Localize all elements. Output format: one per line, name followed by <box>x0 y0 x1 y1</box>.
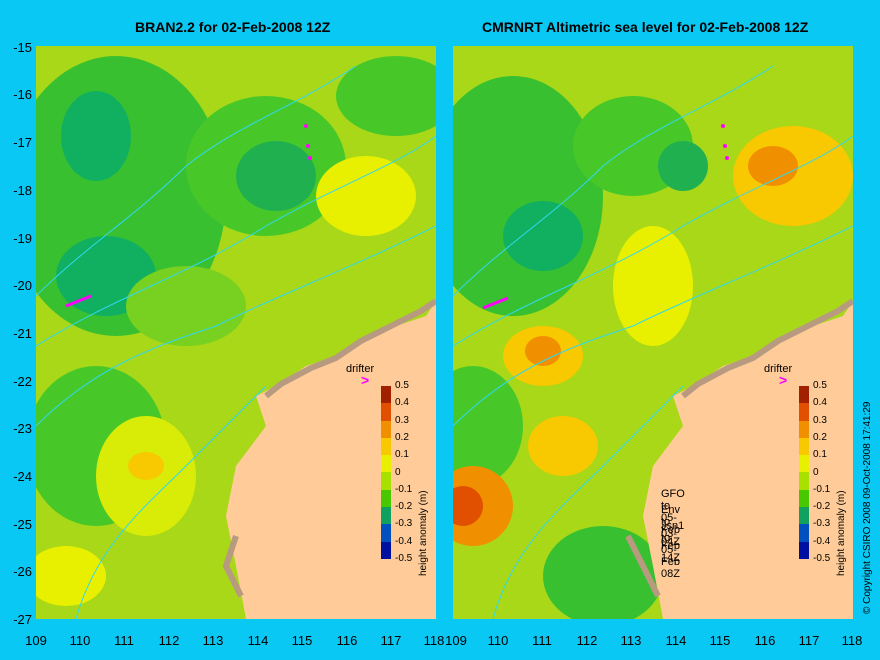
colorbar-tick-label: -0.1 <box>813 483 831 495</box>
pass-jsn1: Jsn1 to 05-Feb 08Z <box>661 520 685 580</box>
x-tick-label: 114 <box>247 633 269 648</box>
colorbar-segment <box>799 420 809 438</box>
colorbar-tick-label: -0.5 <box>813 553 831 564</box>
colorbar-segment <box>799 507 809 525</box>
colorbar-tick-label: 0 <box>813 466 819 478</box>
colorbar-tick-label: -0.2 <box>395 501 413 513</box>
colorbar-right <box>799 386 809 559</box>
x-tick-label: 109 <box>25 633 47 648</box>
x-tick-label: 115 <box>291 633 313 648</box>
colorbar-tick-label: -0.5 <box>395 553 413 564</box>
x-tick-label: 118 <box>423 633 445 648</box>
colorbar-right-label: height anomaly (m) <box>836 490 847 576</box>
colorbar-tick-label: 0.5 <box>813 380 827 391</box>
colorbar-segment <box>799 437 809 456</box>
colorbar-tick-label: 0.5 <box>395 380 409 391</box>
altimetry-map-panel[interactable] <box>453 46 853 619</box>
colorbar-segment <box>381 541 391 559</box>
colorbar-tick-label: -0.4 <box>395 535 413 547</box>
colorbar-segment <box>381 386 391 404</box>
colorbar-segment <box>381 437 391 456</box>
x-tick-label: 116 <box>754 633 776 648</box>
pass-env: Env to 03-Feb 14Z <box>661 504 680 564</box>
drifter-arrow-icon: > <box>779 372 788 388</box>
y-tick-label: -21 <box>13 326 32 341</box>
x-tick-label: 117 <box>380 633 402 648</box>
y-tick-label: -26 <box>13 564 32 579</box>
colorbar-tick-label: 0 <box>395 466 401 478</box>
x-tick-label: 113 <box>202 633 224 648</box>
y-tick-label: -15 <box>13 40 32 55</box>
bran-map-panel[interactable] <box>36 46 436 619</box>
colorbar-segment <box>381 455 391 473</box>
colorbar-segment <box>799 403 809 421</box>
colorbar-segment <box>381 420 391 438</box>
colorbar-tick-label: -0.3 <box>813 518 831 530</box>
y-tick-label: -24 <box>13 469 32 484</box>
y-tick-label: -25 <box>13 517 32 532</box>
y-tick-label: -27 <box>13 612 32 627</box>
colorbar-tick-label: -0.1 <box>395 483 413 495</box>
x-tick-label: 116 <box>336 633 358 648</box>
copyright-note: © Copyright CSIRO 2008 09-Oct-2008 17:41… <box>862 401 873 615</box>
x-tick-label: 110 <box>487 633 509 648</box>
colorbar-segment <box>799 524 809 542</box>
drifter-arrow-icon: > <box>361 372 370 388</box>
colorbar-segment <box>799 455 809 473</box>
colorbar-segment <box>799 386 809 404</box>
x-tick-label: 111 <box>114 633 134 648</box>
x-tick-label: 112 <box>576 633 598 648</box>
colorbar-left-label: height anomaly (m) <box>418 490 429 576</box>
colorbar-tick-label: -0.2 <box>813 501 831 513</box>
pass-gfo: GFO to 05-Feb 04Z <box>661 488 685 548</box>
x-tick-label: 114 <box>665 633 687 648</box>
x-tick-label: 117 <box>798 633 820 648</box>
colorbar-tick-label: 0.2 <box>395 431 409 443</box>
colorbar-tick-label: 0.4 <box>813 397 827 409</box>
x-tick-label: 112 <box>158 633 180 648</box>
left-map-title: BRAN2.2 for 02-Feb-2008 12Z <box>135 19 331 35</box>
colorbar-tick-label: 0.1 <box>813 449 827 461</box>
y-tick-label: -16 <box>13 87 32 102</box>
y-tick-label: -22 <box>13 374 32 389</box>
x-tick-label: 111 <box>532 633 552 648</box>
drifter-label-right: drifter <box>764 363 793 375</box>
colorbar-tick-label: 0.1 <box>395 449 409 461</box>
right-map-title: CMRNRT Altimetric sea level for 02-Feb-2… <box>482 19 809 35</box>
colorbar-tick-label: 0.3 <box>813 414 827 426</box>
colorbar-tick-label: -0.3 <box>395 518 413 530</box>
bran-map-field <box>36 46 436 619</box>
y-tick-label: -20 <box>13 278 32 293</box>
x-tick-label: 118 <box>841 633 863 648</box>
x-tick-label: 109 <box>445 633 467 648</box>
drifter-label-left: drifter <box>346 363 375 375</box>
colorbar-segment <box>799 489 809 508</box>
colorbar-segment <box>799 541 809 559</box>
altimetry-map-field <box>453 46 853 619</box>
colorbar-segment <box>381 489 391 508</box>
colorbar-segment <box>381 507 391 525</box>
colorbar-segment <box>799 472 809 490</box>
x-tick-label: 113 <box>620 633 642 648</box>
y-tick-label: -17 <box>13 135 32 150</box>
colorbar-tick-label: 0.2 <box>813 431 827 443</box>
colorbar-tick-label: 0.4 <box>395 397 409 409</box>
colorbar-tick-label: -0.4 <box>813 535 831 547</box>
colorbar-segment <box>381 524 391 542</box>
y-tick-label: -23 <box>13 421 32 436</box>
y-tick-label: -19 <box>13 231 32 246</box>
x-tick-label: 115 <box>709 633 731 648</box>
colorbar-tick-label: 0.3 <box>395 414 409 426</box>
x-tick-label: 110 <box>69 633 91 648</box>
colorbar-segment <box>381 403 391 421</box>
y-tick-label: -18 <box>13 183 32 198</box>
colorbar-left <box>381 386 391 559</box>
colorbar-segment <box>381 472 391 490</box>
